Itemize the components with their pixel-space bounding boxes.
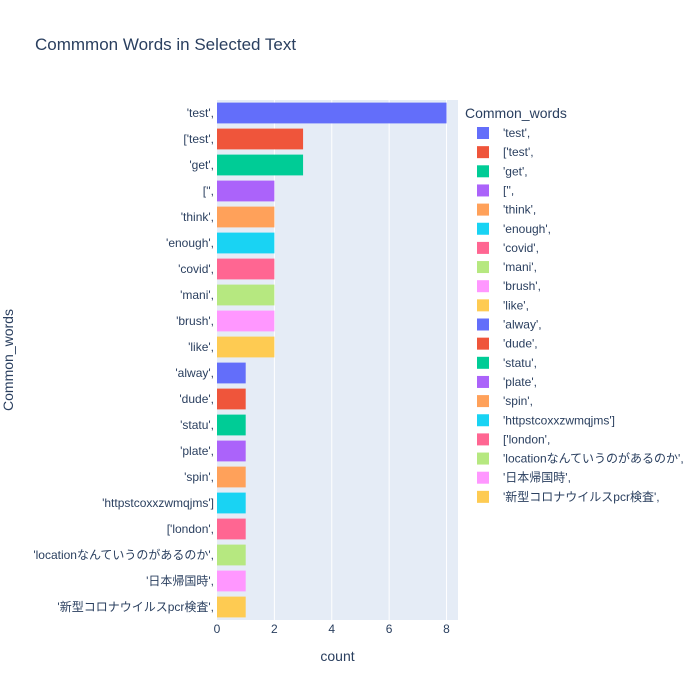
plot-area	[217, 100, 458, 620]
legend-label: 'alway',	[503, 318, 542, 332]
legend-swatch	[477, 414, 489, 427]
y-tick-label: ['',	[203, 184, 214, 198]
bar	[217, 310, 275, 332]
legend-swatch	[477, 318, 489, 331]
legend-swatch	[477, 471, 489, 484]
legend-swatch	[477, 433, 489, 446]
bar	[217, 336, 275, 358]
legend-label: 'mani',	[503, 260, 537, 274]
y-tick-label: 'enough',	[166, 236, 214, 250]
legend-items: 'test', ['test', 'get', ['', 'think', 'enough…	[477, 126, 684, 504]
legend-label: ['',	[503, 183, 514, 197]
bar	[217, 570, 246, 592]
legend-title: Common_words	[465, 105, 567, 121]
legend-label: 'like',	[503, 298, 529, 312]
bar	[217, 440, 246, 462]
y-axis-title: Common_words	[0, 309, 16, 411]
legend-swatch	[477, 146, 489, 159]
legend-label: '新型コロナウイルスpcr検査',	[503, 489, 660, 504]
legend-label: 'enough',	[503, 222, 551, 236]
legend-swatch	[477, 241, 489, 254]
legend-swatch	[477, 203, 489, 216]
y-tick-label: '日本帰国時',	[146, 574, 214, 588]
legend-swatch	[477, 452, 489, 465]
y-tick-label: 'covid',	[178, 262, 214, 276]
y-tick-label: 'locationなんていうのがあるのか',	[33, 547, 214, 562]
x-tick-label: 4	[328, 622, 335, 636]
legend-label: 'test',	[503, 126, 530, 140]
y-tick-label: 'get',	[189, 158, 214, 172]
y-tick-label: ['london',	[167, 522, 214, 536]
bar	[217, 518, 246, 540]
legend-label: 'get',	[503, 164, 528, 178]
x-tick-labels: 0 2 4 6 8	[214, 622, 451, 636]
legend-label: 'spin',	[503, 394, 533, 408]
bar	[217, 466, 246, 488]
y-tick-label: 'plate',	[180, 444, 214, 458]
y-tick-labels: 'test', ['test', 'get', ['', 'think', 'enough…	[33, 106, 214, 614]
bar	[217, 258, 275, 280]
bar	[217, 388, 246, 410]
bar	[217, 180, 275, 202]
bars	[217, 102, 447, 618]
legend-swatch	[477, 395, 489, 408]
y-tick-label: 'httpstcoxxzwmqjms']	[102, 496, 214, 510]
y-tick-label: 'think',	[181, 210, 214, 224]
bar	[217, 102, 447, 124]
bar	[217, 206, 275, 228]
y-tick-label: 'brush',	[176, 314, 214, 328]
bar	[217, 232, 275, 254]
y-tick-label: '新型コロナウイルスpcr検査',	[57, 599, 214, 614]
legend-label: ['test',	[503, 145, 534, 159]
legend-swatch	[477, 280, 489, 293]
bar	[217, 596, 246, 618]
bar	[217, 492, 246, 514]
legend-label: 'brush',	[503, 279, 541, 293]
bar	[217, 284, 275, 306]
legend: Common_words 'test',['test','get',['','t…	[465, 105, 684, 504]
legend-label: 'think',	[503, 203, 536, 217]
y-tick-label: 'dude',	[179, 392, 214, 406]
y-tick-label: 'like',	[188, 340, 214, 354]
bar	[217, 154, 304, 176]
y-tick-label: 'statu',	[180, 418, 214, 432]
x-tick-label: 8	[443, 622, 450, 636]
legend-label: ['london',	[503, 432, 550, 446]
legend-swatch	[477, 127, 489, 139]
y-tick-label: 'alway',	[175, 366, 214, 380]
legend-label: 'statu',	[503, 356, 537, 370]
y-tick-label: 'test',	[187, 106, 214, 120]
chart-title: Commmon Words in Selected Text	[35, 35, 296, 54]
x-tick-label: 6	[386, 622, 393, 636]
legend-swatch	[477, 490, 489, 503]
x-tick-label: 0	[214, 622, 221, 636]
legend-label: 'dude',	[503, 337, 538, 351]
legend-label: 'locationなんていうのがあるのか',	[503, 451, 684, 466]
y-tick-label: 'mani',	[180, 288, 214, 302]
legend-swatch	[477, 184, 489, 197]
legend-label: '日本帰国時',	[503, 471, 571, 485]
legend-swatch	[477, 165, 489, 178]
gridlines	[273, 100, 448, 620]
legend-label: 'httpstcoxxzwmqjms']	[503, 413, 615, 427]
legend-swatch	[477, 356, 489, 369]
legend-swatch	[477, 375, 489, 388]
legend-swatch	[477, 222, 489, 235]
legend-label: 'covid',	[503, 241, 539, 255]
bar	[217, 128, 304, 150]
legend-swatch	[477, 337, 489, 350]
bar	[217, 544, 246, 566]
x-tick-label: 2	[271, 622, 278, 636]
legend-swatch	[477, 261, 489, 274]
legend-label: 'plate',	[503, 375, 537, 389]
bar	[217, 362, 246, 384]
y-tick-label: ['test',	[183, 132, 214, 146]
legend-swatch	[477, 299, 489, 312]
y-tick-label: 'spin',	[184, 470, 214, 484]
x-axis-title: count	[320, 648, 354, 664]
bar	[217, 414, 246, 436]
